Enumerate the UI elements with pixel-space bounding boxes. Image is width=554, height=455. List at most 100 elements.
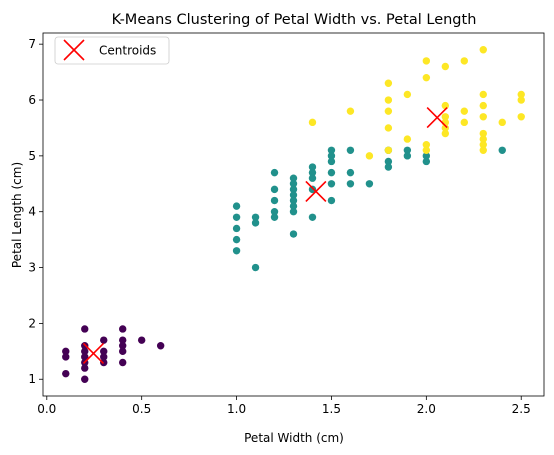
cluster-1-point — [384, 157, 393, 166]
cluster-1-point — [308, 185, 317, 194]
cluster-2-point — [460, 57, 468, 65]
cluster-1-point — [232, 224, 241, 233]
cluster-1-point — [308, 213, 317, 221]
x-tick-label: 0.0 — [37, 402, 56, 416]
cluster-1-point — [289, 180, 298, 188]
data-points — [62, 46, 525, 383]
cluster-0-point — [62, 353, 70, 361]
cluster-1-point — [384, 163, 393, 171]
cluster-2-point — [422, 146, 431, 154]
legend-box — [54, 36, 170, 65]
x-tick-label: 2.5 — [512, 402, 531, 416]
cluster-2-point — [498, 118, 506, 127]
cluster-1-point — [327, 196, 336, 205]
cluster-1-point — [346, 168, 355, 177]
cluster-0-point — [81, 353, 89, 361]
cluster-0-point — [100, 347, 108, 356]
cluster-2-point — [422, 73, 431, 82]
y-tick-label: 7 — [28, 37, 36, 51]
cluster-1-point — [308, 174, 317, 182]
cluster-2-point — [479, 140, 487, 149]
cluster-2-point — [422, 140, 431, 149]
cluster-2-point — [441, 129, 450, 138]
cluster-2-point — [517, 113, 525, 121]
cluster-2-point — [441, 113, 450, 121]
cluster-0-point — [119, 325, 127, 333]
cluster-2-point — [479, 113, 487, 121]
cluster-0-point — [62, 369, 70, 378]
cluster-0-point — [81, 375, 89, 383]
cluster-2-point — [517, 96, 525, 104]
cluster-0-point — [119, 342, 127, 350]
x-axis-label: Petal Width (cm) — [244, 431, 344, 445]
cluster-1-point — [346, 146, 355, 154]
centroid-marker-0 — [82, 342, 105, 365]
y-tick-label: 3 — [28, 261, 36, 275]
cluster-2-point — [422, 57, 431, 65]
cluster-2-point — [384, 124, 393, 132]
cluster-2-point — [346, 107, 355, 115]
cluster-2-point — [479, 101, 487, 110]
cluster-2-point — [460, 107, 468, 115]
plot-frame — [42, 32, 545, 397]
x-tick-label: 0.5 — [132, 402, 151, 416]
y-tick-label: 1 — [28, 372, 36, 386]
cluster-1-point — [289, 185, 298, 194]
legend-centroid-marker — [63, 39, 85, 61]
cluster-1-point — [403, 152, 412, 160]
y-axis: 1 2 3 4 5 6 7 — [28, 37, 43, 386]
cluster-2-point — [308, 118, 317, 127]
cluster-0-point — [119, 336, 127, 344]
cluster-0-point — [100, 353, 108, 361]
cluster-2-point — [441, 124, 450, 132]
cluster-1-point — [365, 180, 374, 188]
chart-title: K-Means Clustering of Petal Width vs. Pe… — [112, 12, 477, 28]
cluster-1-point — [289, 174, 298, 182]
centroid-markers — [82, 106, 448, 365]
cluster-1-point — [289, 191, 298, 199]
cluster-0-point — [81, 347, 89, 356]
cluster-1-point — [232, 235, 241, 244]
cluster-1-point — [327, 152, 336, 160]
cluster-1-point — [270, 208, 279, 216]
cluster-1-point — [422, 152, 431, 160]
cluster-2-point — [384, 96, 393, 104]
cluster-1-point — [346, 180, 355, 188]
cluster-0-point — [62, 347, 70, 356]
y-tick-label: 5 — [28, 149, 36, 163]
centroid-marker-2 — [426, 106, 448, 129]
cluster-1-point — [327, 168, 336, 177]
cluster-1-point — [232, 202, 241, 210]
cluster-0-point — [156, 342, 165, 350]
cluster-1-point — [251, 219, 260, 227]
cluster-0-point — [119, 358, 127, 367]
cluster-0-point — [137, 336, 146, 344]
cluster-2-point — [384, 107, 393, 115]
cluster-1-point — [289, 208, 298, 216]
x-tick-label: 1.5 — [322, 402, 341, 416]
cluster-1-point — [232, 213, 241, 221]
cluster-2-point — [479, 135, 487, 143]
cluster-1-point — [251, 213, 260, 221]
cluster-1-point — [289, 202, 298, 210]
cluster-2-point — [479, 90, 487, 99]
cluster-1-point — [327, 157, 336, 166]
cluster-1-point — [498, 146, 506, 154]
y-tick-label: 2 — [28, 316, 36, 330]
x-tick-label: 2.0 — [417, 402, 436, 416]
cluster-2-point — [384, 146, 393, 154]
legend: Centroids — [54, 36, 170, 65]
cluster-2-point — [384, 79, 393, 87]
cluster-1-point — [403, 146, 412, 154]
cluster-2-point — [441, 62, 450, 71]
cluster-1-point — [270, 213, 279, 221]
cluster-2-point — [479, 46, 487, 54]
cluster-1-point — [289, 230, 298, 238]
centroid-marker-1 — [305, 180, 327, 202]
cluster-1-point — [422, 157, 431, 166]
x-axis: 0.0 0.5 1.0 1.5 2.0 2.5 — [37, 396, 531, 416]
y-tick-label: 6 — [28, 93, 36, 107]
cluster-2-point — [365, 152, 374, 160]
cluster-1-point — [270, 185, 279, 194]
